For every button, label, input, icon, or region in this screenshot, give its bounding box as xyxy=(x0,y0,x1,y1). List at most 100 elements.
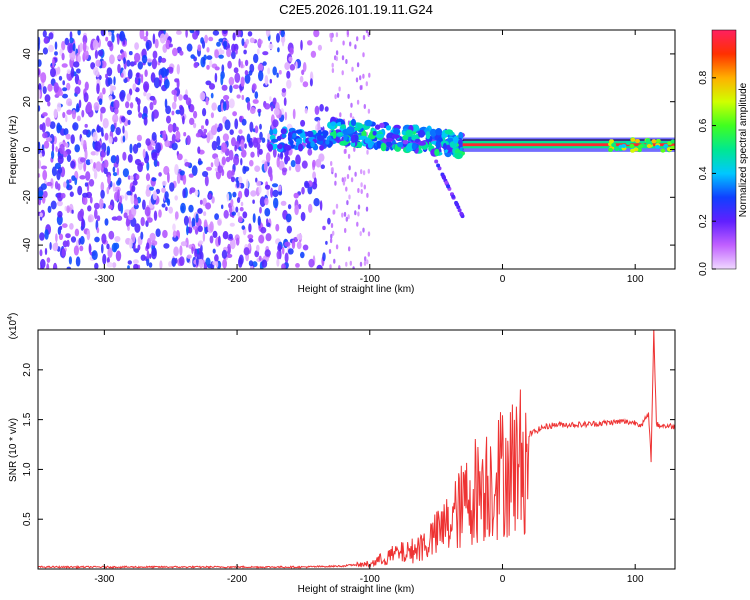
heatmap-cell xyxy=(210,162,214,168)
heatmap-cell xyxy=(405,129,414,137)
heatmap-cell xyxy=(177,153,183,161)
heatmap-cell xyxy=(281,133,287,139)
heatmap-cell xyxy=(356,62,360,68)
heatmap-cell xyxy=(61,52,65,61)
heatmap-cell xyxy=(107,40,113,47)
heatmap-cell xyxy=(278,70,282,75)
heatmap-cell xyxy=(72,43,76,52)
heatmap-cell xyxy=(243,247,250,256)
heatmap-cell xyxy=(231,50,236,60)
heatmap-cell xyxy=(265,30,271,37)
heatmap-cell xyxy=(257,108,262,113)
heatmap-cell xyxy=(211,140,218,151)
heatmap-cell xyxy=(95,161,102,172)
heatmap-cell xyxy=(226,48,232,58)
heatmap-cell xyxy=(266,218,269,225)
heatmap-cell xyxy=(149,232,156,242)
heatmap-cell xyxy=(313,177,317,185)
heatmap-cell xyxy=(258,111,261,117)
heatmap-cell xyxy=(77,185,83,196)
heatmap-cell xyxy=(92,39,99,51)
heatmap-cell xyxy=(40,72,47,83)
heatmap-cell xyxy=(350,134,356,144)
heatmap-cell xyxy=(340,124,347,129)
heatmap-cell xyxy=(212,230,218,238)
heatmap-cell xyxy=(129,175,134,180)
heatmap-cell xyxy=(231,137,236,147)
heatmap-cell xyxy=(198,258,204,269)
heatmap-cell xyxy=(229,129,234,136)
heatmap-cell xyxy=(163,243,170,249)
heatmap-cell xyxy=(44,247,48,256)
heatmap-cell xyxy=(260,226,267,234)
heatmap-cell xyxy=(76,105,80,112)
heatmap-cell xyxy=(267,67,271,75)
heatmap-cell xyxy=(240,201,244,207)
heatmap-cell xyxy=(214,254,219,263)
heatmap-cell xyxy=(115,127,121,136)
heatmap-cell xyxy=(93,102,100,111)
heatmap-cell xyxy=(264,75,269,86)
heatmap-cell xyxy=(136,134,142,142)
snr-y-axis-title: SNR (10 * v/v) xyxy=(8,418,19,482)
heatmap-cell xyxy=(202,57,206,65)
x-tick-label: -200 xyxy=(227,274,247,285)
heatmap-cell xyxy=(38,89,41,99)
heatmap-cell xyxy=(106,262,113,268)
heatmap-cell xyxy=(210,92,214,99)
heatmap-cell xyxy=(211,196,215,204)
snr-scale-exponent: 4 xyxy=(7,316,14,320)
heatmap-cell xyxy=(143,81,150,92)
heatmap-cell xyxy=(630,148,636,153)
heatmap-cell xyxy=(336,92,340,98)
heatmap-cell xyxy=(137,244,141,251)
heatmap-cell xyxy=(71,175,76,182)
heatmap-cell xyxy=(222,30,228,35)
heatmap-cell xyxy=(402,134,409,141)
heatmap-cell xyxy=(454,152,463,160)
heatmap-cell xyxy=(52,262,58,269)
heatmap-cell xyxy=(363,104,366,109)
heatmap-cell xyxy=(79,245,84,252)
y-tick-label: 1.5 xyxy=(22,412,33,426)
heatmap-cell xyxy=(281,246,285,255)
heatmap-cell xyxy=(47,205,52,213)
heatmap-cell xyxy=(90,62,96,70)
heatmap-cell xyxy=(146,161,150,171)
heatmap-cell xyxy=(238,129,243,135)
heatmap-cell xyxy=(349,41,352,47)
heatmap-cell xyxy=(100,162,105,173)
heatmap-cell xyxy=(229,222,235,227)
heatmap-cell xyxy=(45,117,51,127)
heatmap-cell xyxy=(166,198,171,206)
heatmap-cell xyxy=(77,79,82,86)
heatmap-cell xyxy=(434,159,439,164)
heatmap-cell xyxy=(152,50,158,59)
heatmap-cell xyxy=(203,211,207,217)
heatmap-cell xyxy=(351,66,354,72)
heatmap-cell xyxy=(157,161,160,167)
heatmap-cells xyxy=(38,30,675,269)
heatmap-cell xyxy=(268,43,274,50)
heatmap-cell xyxy=(367,108,371,114)
heatmap-cell xyxy=(272,97,277,106)
heatmap-cell xyxy=(343,211,347,217)
heatmap-cell xyxy=(257,147,260,158)
heatmap-cell xyxy=(223,209,229,219)
heatmap-cell xyxy=(366,149,369,155)
heatmap-cell xyxy=(47,101,51,107)
heatmap-cell xyxy=(329,238,333,244)
heatmap-cell xyxy=(81,109,85,118)
heatmap-cell xyxy=(205,118,209,126)
heatmap-cell xyxy=(280,128,287,135)
heatmap-cell xyxy=(137,103,141,113)
heatmap-cell xyxy=(264,103,271,110)
heatmap-cell xyxy=(256,180,261,187)
heatmap-cell xyxy=(186,254,192,259)
heatmap-cell xyxy=(646,144,652,148)
heatmap-cell xyxy=(76,115,81,122)
heatmap-cell xyxy=(276,135,282,141)
spectrogram-x-ticks: -300 -200 -100 0 100 xyxy=(94,30,644,285)
heatmap-cell xyxy=(93,202,100,210)
heatmap-cell xyxy=(193,110,198,119)
